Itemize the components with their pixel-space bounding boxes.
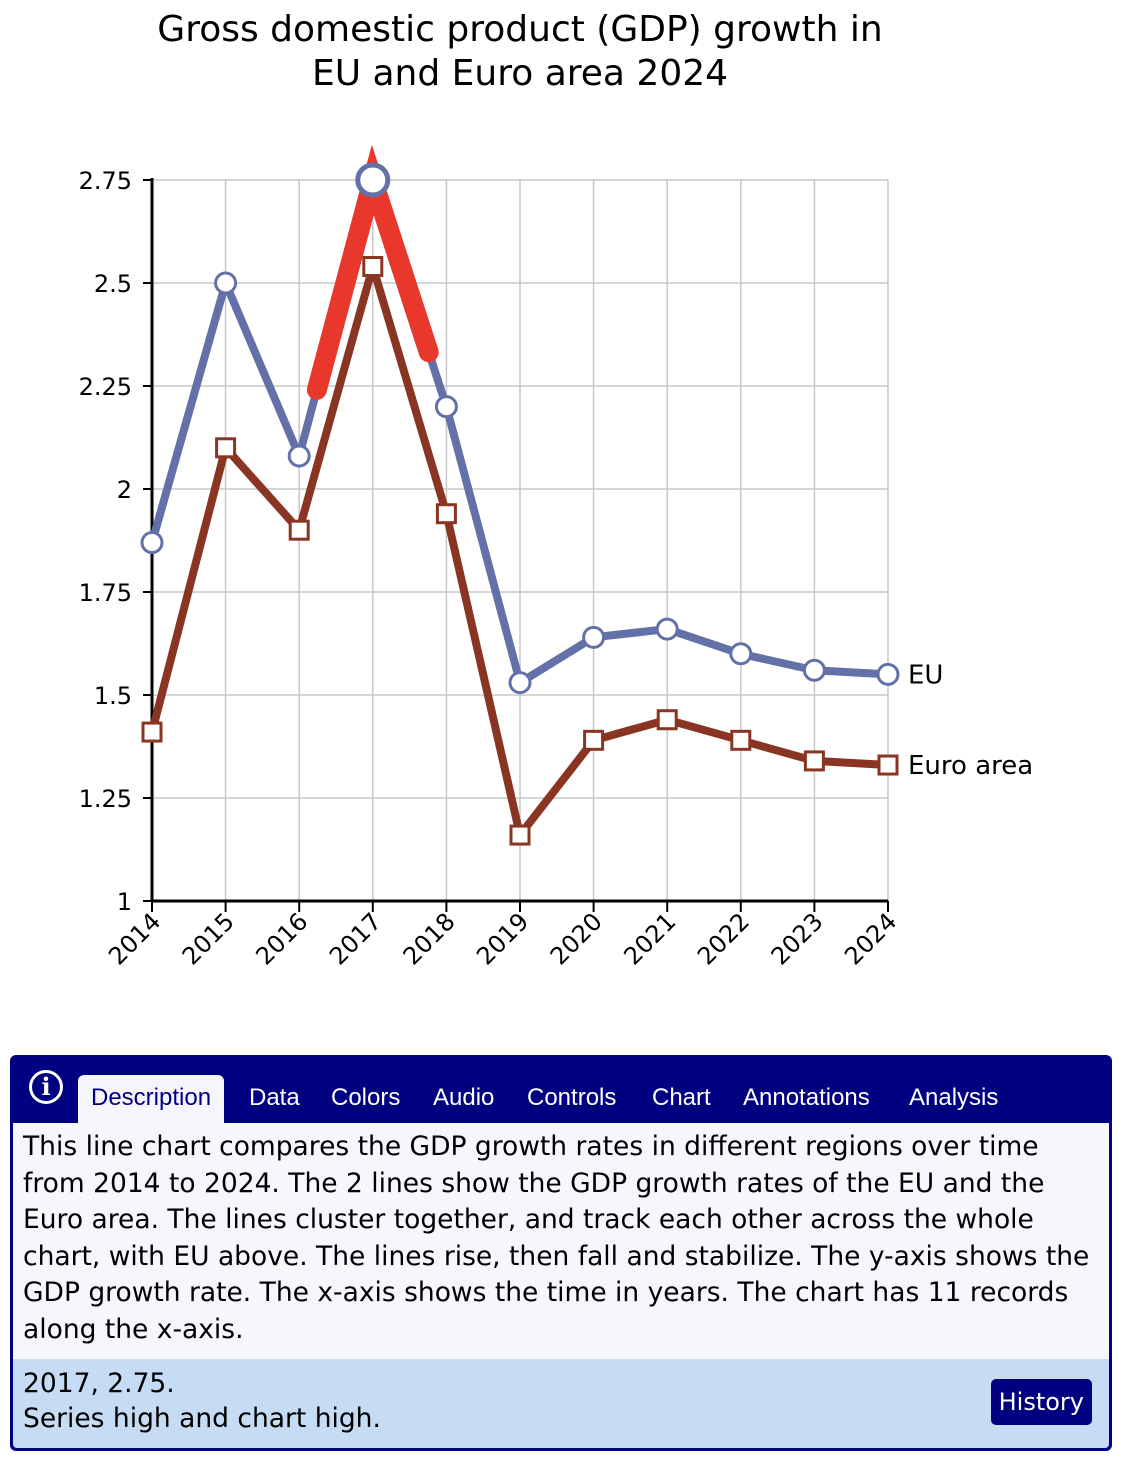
tab-annotations[interactable]: Annotations	[743, 1084, 870, 1111]
x-tick-label: 2021	[618, 907, 681, 970]
data-point-euro-area[interactable]	[435, 503, 457, 525]
data-point-eu[interactable]	[582, 625, 606, 649]
x-tick-label: 2023	[766, 907, 829, 970]
x-tick-label: 2014	[103, 907, 166, 970]
series-label-euro-area: Euro area	[908, 751, 1033, 781]
data-point-eu[interactable]	[655, 617, 679, 641]
y-tick-label: 2	[117, 476, 132, 504]
chart-title-line-2: EU and Euro area 2024	[311, 53, 729, 94]
data-point-eu[interactable]	[508, 671, 532, 695]
x-tick-label: 2018	[398, 907, 461, 970]
tab-data[interactable]: Data	[249, 1084, 300, 1111]
status-position: 2017, 2.75.	[23, 1368, 175, 1399]
accessibility-panel: i Description Data Colors Audio Controls…	[10, 1055, 1112, 1451]
data-point-euro-area[interactable]	[803, 750, 825, 772]
x-tick-label: 2019	[471, 907, 534, 970]
x-tick-label: 2017	[324, 907, 387, 970]
tab-controls[interactable]: Controls	[527, 1084, 617, 1111]
selected-data-point[interactable]	[355, 162, 391, 198]
data-point-eu[interactable]	[214, 271, 238, 295]
data-point-eu[interactable]	[802, 658, 826, 682]
series-markers	[140, 162, 900, 846]
y-tick-label: 1.5	[94, 682, 132, 710]
data-point-eu[interactable]	[140, 531, 164, 555]
x-tick-label: 2020	[545, 907, 608, 970]
data-point-euro-area[interactable]	[288, 519, 310, 541]
y-tick-label: 1.25	[79, 785, 132, 813]
description-text: This line chart compares the GDP growth …	[13, 1123, 1109, 1359]
data-point-euro-area[interactable]	[730, 729, 752, 751]
y-tick-label: 2.25	[79, 373, 132, 401]
history-button[interactable]: History	[990, 1379, 1092, 1425]
data-point-eu[interactable]	[876, 662, 900, 686]
x-tick-label: 2022	[692, 907, 755, 970]
status-summary: Series high and chart high.	[23, 1403, 381, 1434]
data-point-euro-area[interactable]	[215, 437, 237, 459]
data-point-eu[interactable]	[434, 395, 458, 419]
x-tick-label: 2024	[839, 907, 902, 970]
data-point-euro-area[interactable]	[362, 256, 384, 278]
data-point-eu[interactable]	[287, 444, 311, 468]
x-tick-label: 2016	[250, 907, 313, 970]
tab-analysis[interactable]: Analysis	[909, 1084, 999, 1111]
data-point-euro-area[interactable]	[141, 721, 163, 743]
info-icon[interactable]: i	[29, 1070, 63, 1104]
data-point-euro-area[interactable]	[656, 709, 678, 731]
data-point-euro-area[interactable]	[583, 729, 605, 751]
line-chart[interactable]: 1 1.25 1.5 1.75 2 2.25 2.5 2.75 2014 2015 2016 2017…	[0, 0, 1122, 1040]
tab-description[interactable]: Description	[78, 1075, 225, 1123]
tab-audio[interactable]: Audio	[433, 1084, 495, 1111]
y-tick-label: 2.5	[94, 270, 132, 298]
series-label-eu: EU	[908, 660, 943, 690]
chart-title: Gross domestic product (GDP) growth in E…	[0, 8, 1040, 96]
tab-colors[interactable]: Colors	[331, 1084, 401, 1111]
x-tick-label: 2015	[177, 907, 240, 970]
data-point-euro-area[interactable]	[509, 824, 531, 846]
data-point-euro-area[interactable]	[877, 754, 899, 776]
data-point-eu[interactable]	[729, 642, 753, 666]
tab-bar: i Description Data Colors Audio Controls…	[13, 1055, 1109, 1123]
tab-chart[interactable]: Chart	[652, 1084, 711, 1111]
chart-title-line-1: Gross domestic product (GDP) growth in	[157, 9, 883, 50]
grid	[151, 179, 889, 902]
status-area: 2017, 2.75. Series high and chart high. …	[13, 1359, 1109, 1448]
y-tick-label: 1.75	[79, 579, 132, 607]
y-tick-label: 1	[117, 888, 132, 916]
y-tick-label: 2.75	[79, 167, 132, 195]
